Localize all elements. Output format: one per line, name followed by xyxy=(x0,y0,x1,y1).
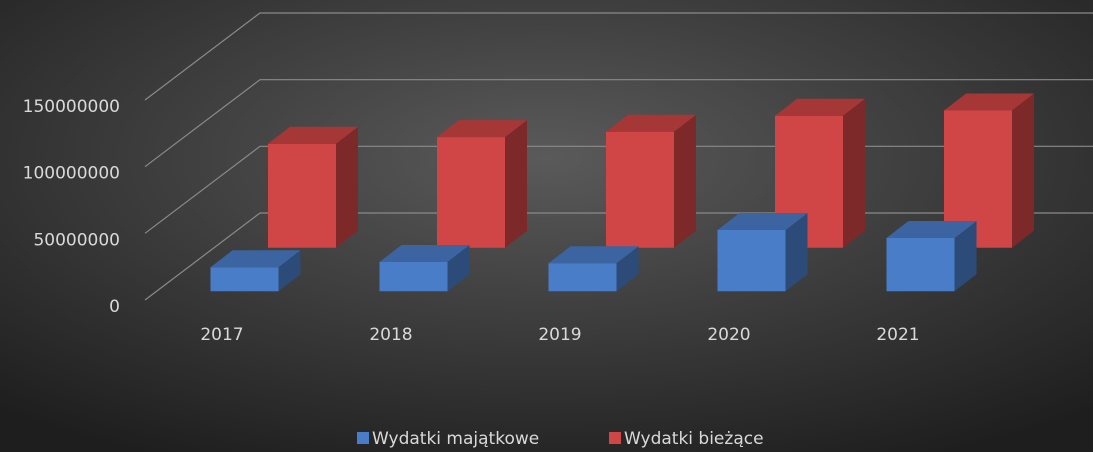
bar-side xyxy=(616,246,639,292)
bar xyxy=(548,246,639,292)
bar-top xyxy=(548,246,639,264)
legend-swatch xyxy=(357,432,369,444)
y-tick-label: 50000000 xyxy=(33,230,120,250)
bar-front xyxy=(379,261,448,292)
bar-front xyxy=(268,143,336,248)
bar-front xyxy=(717,229,786,292)
bar xyxy=(210,250,301,292)
bar-side xyxy=(447,244,470,292)
bar-top xyxy=(437,120,527,138)
bar-top xyxy=(210,250,301,268)
bar xyxy=(886,220,977,292)
bar-front xyxy=(606,131,674,248)
grid-line xyxy=(144,12,1093,101)
bar-top xyxy=(268,126,358,144)
legend: Wydatki majątkowe Wydatki bieżące xyxy=(357,429,764,449)
bar-front xyxy=(886,237,955,292)
x-tick-label: 2020 xyxy=(707,325,750,345)
bar xyxy=(717,212,808,292)
y-tick-label: 150000000 xyxy=(23,97,120,117)
bar-front xyxy=(548,263,617,292)
bar-top xyxy=(717,212,808,230)
legend-label: Wydatki bieżące xyxy=(624,429,764,449)
bar xyxy=(437,120,527,248)
bar-top xyxy=(379,244,470,262)
bar-front xyxy=(944,110,1012,248)
y-tick-label: 100000000 xyxy=(23,164,120,184)
bar-side xyxy=(785,212,808,292)
bar-side xyxy=(843,98,865,248)
bar xyxy=(268,126,358,248)
bar-top xyxy=(775,98,865,116)
bar-front xyxy=(210,267,279,292)
bar-top xyxy=(606,114,696,132)
grid-line xyxy=(144,79,1093,168)
bar-top xyxy=(944,93,1034,111)
bar-top xyxy=(886,220,977,238)
bar-side xyxy=(1012,93,1034,248)
bar-front xyxy=(437,137,505,248)
bar xyxy=(379,244,470,292)
x-tick-label: 2021 xyxy=(876,325,919,345)
bar xyxy=(606,114,696,248)
x-tick-label: 2017 xyxy=(200,325,243,345)
bar-side xyxy=(336,126,358,248)
plot-area: 0 50000000 100000000 150000000 2017 2018 2019 2… xyxy=(23,12,1093,345)
legend-swatch xyxy=(609,432,621,444)
bar-side xyxy=(674,114,696,248)
bar-side xyxy=(954,220,977,292)
bar-side xyxy=(505,120,527,248)
x-tick-label: 2019 xyxy=(538,325,581,345)
y-tick-label: 0 xyxy=(109,297,120,317)
bar-side xyxy=(278,250,301,292)
x-tick-label: 2018 xyxy=(369,325,412,345)
bar xyxy=(944,93,1034,248)
legend-label: Wydatki majątkowe xyxy=(372,429,539,449)
